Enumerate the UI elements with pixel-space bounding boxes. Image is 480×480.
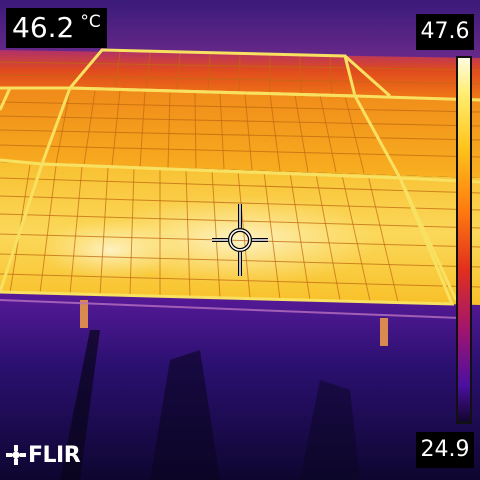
flir-logo: FLIR <box>6 440 81 470</box>
flir-logo-icon <box>6 445 26 465</box>
far-panel-row <box>0 50 480 100</box>
temperature-unit: °C <box>80 12 101 32</box>
panel-frames <box>0 48 480 306</box>
spot-temperature-value: 46.2 <box>12 11 75 44</box>
scale-max-label: 47.6 <box>416 14 474 50</box>
scale-min-label: 24.9 <box>416 432 474 468</box>
color-scale-bar <box>456 56 472 424</box>
brand-wordmark: FLIR <box>28 442 81 468</box>
spot-temperature-readout: 46.2 °C <box>6 8 107 48</box>
panel-supports <box>80 300 388 346</box>
